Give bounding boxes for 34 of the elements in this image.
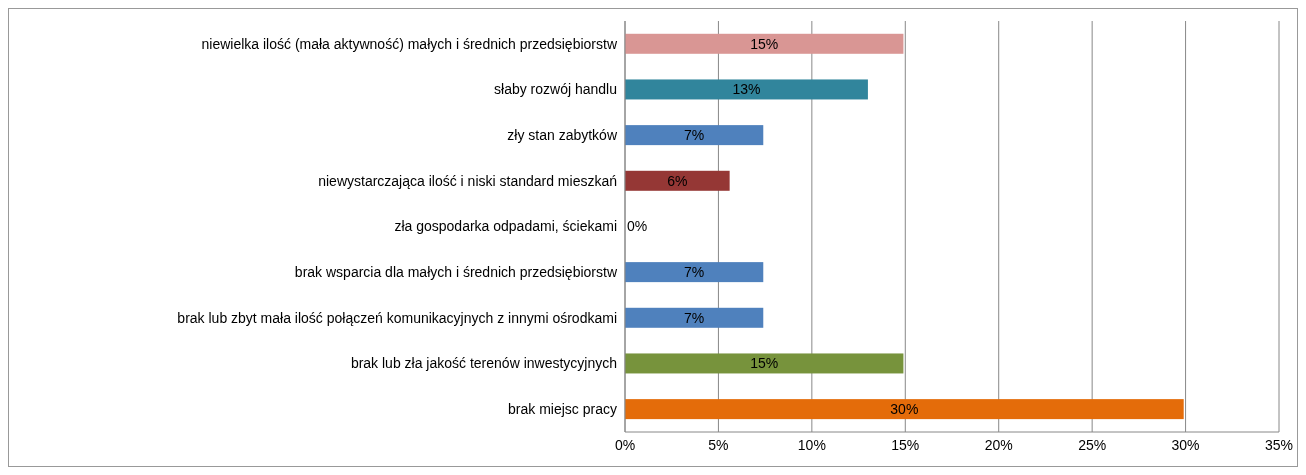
y-tick-label: brak lub zbyt mała ilość połączeń komunikacyjnych z innymi ośrodkami: [177, 309, 617, 326]
x-tick-label: 15%: [891, 436, 920, 453]
x-tick-label: 20%: [984, 436, 1013, 453]
data-label: 15%: [750, 35, 779, 52]
y-tick-label: zła gospodarka odpadami, ściekami: [394, 218, 617, 235]
bar: [625, 353, 904, 374]
y-tick-label: zły stan zabytków: [507, 127, 618, 144]
data-label: 7%: [684, 127, 705, 144]
data-label: 13%: [732, 81, 761, 98]
data-label: 0%: [627, 218, 648, 235]
x-tick-label: 30%: [1171, 436, 1200, 453]
bar: [625, 262, 764, 283]
bar: [625, 79, 868, 100]
data-label: 15%: [750, 355, 779, 372]
y-tick-label: brak miejsc pracy: [508, 401, 617, 418]
x-tick-label: 35%: [1264, 436, 1294, 453]
x-tick-label: 25%: [1078, 436, 1107, 453]
y-tick-label: niewielka ilość (mała aktywność) małych i średnich przedsiębiorstw: [201, 35, 618, 52]
bar: [625, 33, 904, 54]
y-tick-label: brak wsparcia dla małych i średnich przedsiębiorstw: [294, 264, 618, 281]
y-tick-label: słaby rozwój handlu: [494, 81, 617, 98]
bar: [625, 170, 730, 191]
bar: [625, 125, 764, 146]
x-tick-label: 5%: [708, 436, 729, 453]
data-label: 6%: [667, 172, 688, 189]
bar: [625, 399, 1184, 420]
y-tick-label: brak lub zła jakość terenów inwestycyjnych: [350, 355, 617, 372]
data-label: 7%: [684, 264, 705, 281]
x-tick-label: 10%: [797, 436, 826, 453]
bar: [625, 307, 764, 328]
data-label: 30%: [890, 401, 919, 418]
data-label: 7%: [684, 309, 705, 326]
y-tick-label: niewystarczająca ilość i niski standard mieszkań: [318, 172, 617, 189]
x-tick-label: 0%: [614, 436, 636, 453]
